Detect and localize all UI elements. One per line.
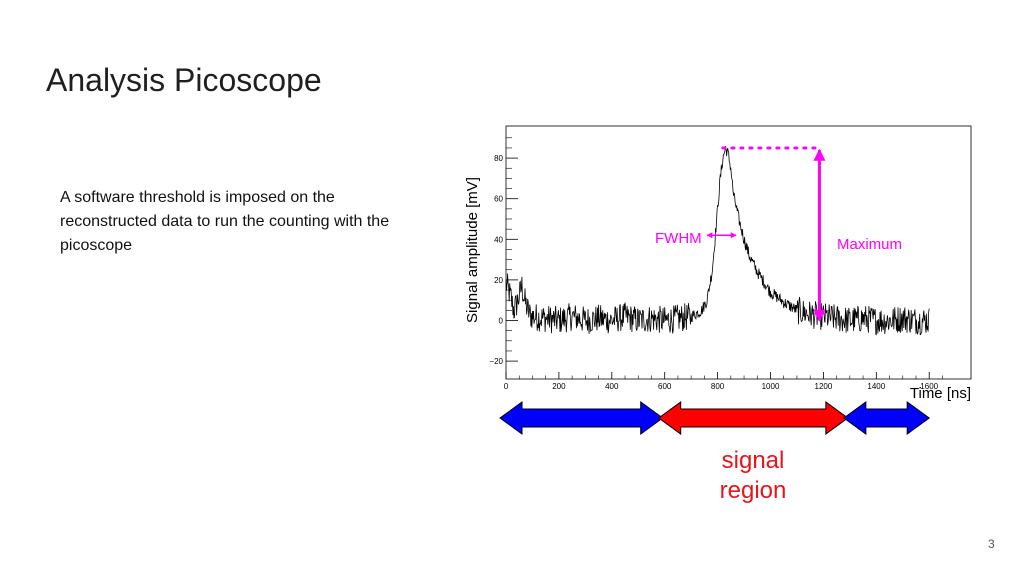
region-arrow-background-right <box>842 401 931 435</box>
x-tick-label: 1000 <box>762 382 780 391</box>
y-tick-label: 0 <box>499 317 504 326</box>
x-tick-label: 800 <box>711 382 725 391</box>
signal-region-label-line2: region <box>720 477 787 504</box>
waveform-line <box>505 146 930 336</box>
body-text: A software threshold is imposed on the r… <box>60 189 390 254</box>
x-tick-label: 1400 <box>867 382 885 391</box>
y-axis-title: Signal amplitude [mV] <box>464 177 481 323</box>
y-tick-label: −20 <box>489 357 503 366</box>
x-tick-label: 600 <box>658 382 672 391</box>
axis-ticks: 0 200 400 600 800 1000 1200 1400 1600 −20 0 20 40 60 8… <box>489 137 943 391</box>
y-tick-label: 80 <box>494 154 503 163</box>
maximum-label: Maximum <box>837 236 902 253</box>
x-tick-label: 200 <box>552 382 566 391</box>
region-arrows <box>499 401 931 435</box>
x-tick-label: 1200 <box>815 382 833 391</box>
plot-frame <box>505 125 972 380</box>
x-axis-title: Time [ns] <box>910 385 971 402</box>
x-tick-label: 400 <box>605 382 619 391</box>
region-arrow-signal <box>657 401 849 435</box>
x-tick-label: 1600 <box>920 382 938 391</box>
signal-region-label-line1: signal <box>722 447 785 474</box>
page-number: 3 <box>988 537 995 551</box>
region-arrow-background-left <box>499 401 664 435</box>
y-tick-label: 60 <box>494 195 503 204</box>
slide-title: Analysis Picoscope <box>46 62 322 98</box>
x-tick-label: 0 <box>504 382 509 391</box>
y-tick-label: 20 <box>494 276 503 285</box>
fwhm-label: FWHM <box>655 230 702 247</box>
y-tick-label: 40 <box>494 235 503 244</box>
